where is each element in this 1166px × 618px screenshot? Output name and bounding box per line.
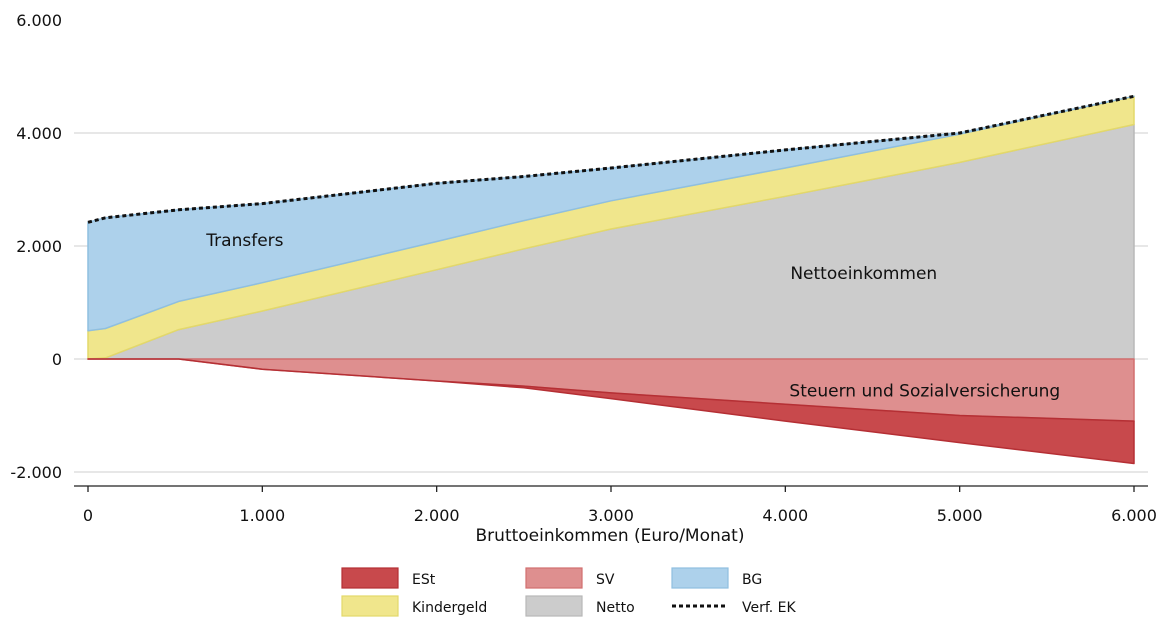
chart-areas <box>87 95 1135 465</box>
line-verf-ek <box>87 94 1135 224</box>
legend-swatch-sv <box>525 567 583 589</box>
y-tick-label-1: 0 <box>52 350 62 369</box>
area-est <box>87 358 1135 465</box>
y-tick-label-2: 2.000 <box>16 237 62 256</box>
legend-label-est: ESt <box>412 572 436 588</box>
legend-swatch-est <box>341 567 399 589</box>
x-tick-label-3: 3.000 <box>588 506 634 525</box>
y-tick-label-3: 4.000 <box>16 124 62 143</box>
legend-swatch-kindergeld <box>341 595 399 617</box>
y-tick-label-4: 6.000 <box>16 11 62 30</box>
annotation-1: Nettoeinkommen <box>790 264 937 284</box>
annotations: Transfers Nettoeinkommen Steuern und Sozia… <box>205 231 1060 401</box>
y-tick-label-0: -2.000 <box>10 463 62 482</box>
legend: ESt SV BG Kindergeld Netto Verf. EK <box>341 567 797 617</box>
annotation-2: Steuern und Sozialversicherung <box>789 381 1060 401</box>
legend-label-bg: BG <box>742 572 762 588</box>
x-tick-label-6: 6.000 <box>1111 506 1157 525</box>
x-tick-label-2: 2.000 <box>414 506 460 525</box>
x-tick-label-5: 5.000 <box>937 506 983 525</box>
tick-labels: 0 1.000 2.000 3.000 4.000 5.000 6.000 -2.000 0 2.… <box>10 11 1156 525</box>
x-tick-label-4: 4.000 <box>762 506 808 525</box>
legend-label-netto: Netto <box>596 600 635 616</box>
annotation-0: Transfers <box>205 231 283 251</box>
legend-swatch-netto <box>525 595 583 617</box>
x-tick-label-1: 1.000 <box>239 506 285 525</box>
x-tick-label-0: 0 <box>83 506 93 525</box>
legend-label-verf: Verf. EK <box>742 600 797 616</box>
legend-label-kindergeld: Kindergeld <box>412 600 487 616</box>
legend-label-sv: SV <box>596 572 615 588</box>
axes <box>74 485 1148 492</box>
chart-lines <box>87 94 1135 224</box>
legend-swatch-bg <box>671 567 729 589</box>
x-axis-label: Bruttoeinkommen (Euro/Monat) <box>476 526 745 546</box>
